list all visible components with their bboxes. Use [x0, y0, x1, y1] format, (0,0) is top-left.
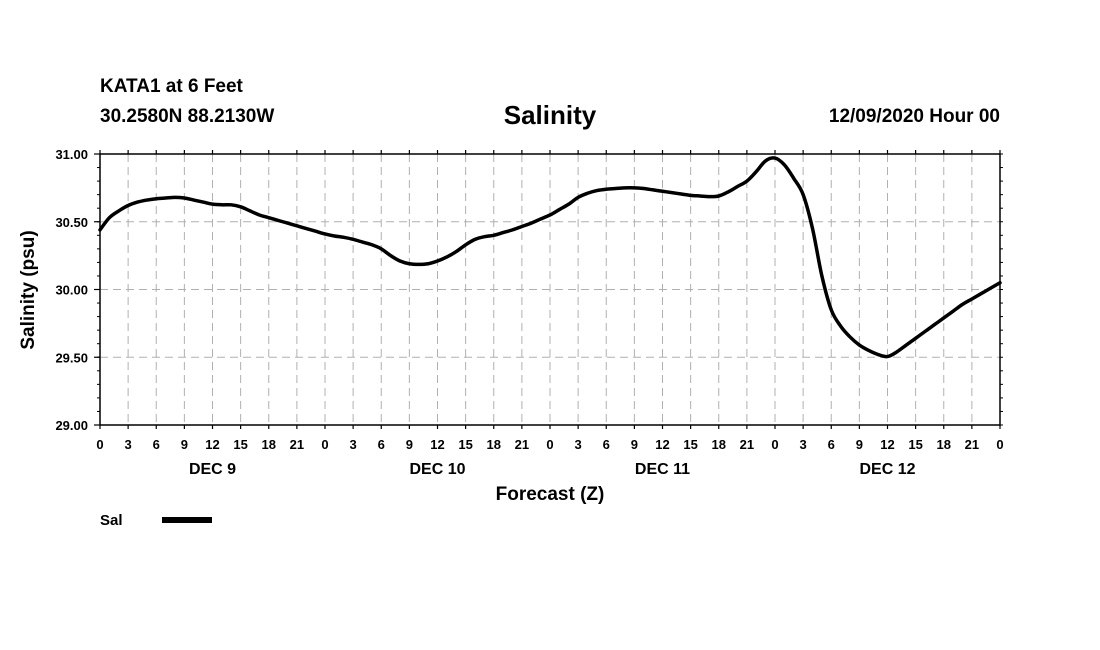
x-tick-label: 9: [181, 437, 188, 452]
x-tick-label: 18: [937, 437, 951, 452]
x-day-label: DEC 9: [189, 461, 236, 478]
x-tick-label: 12: [205, 437, 219, 452]
legend-label-sal: Sal: [100, 512, 123, 529]
x-tick-label: 12: [880, 437, 894, 452]
station-coordinates: 30.2580N 88.2130W: [100, 106, 275, 127]
forecast-datetime: 12/09/2020 Hour 00: [828, 106, 1000, 127]
x-tick-label: 0: [996, 437, 1003, 452]
series-line-sal: [98, 156, 1002, 359]
y-tick-label: 30.00: [55, 283, 88, 298]
x-tick-label: 0: [96, 437, 103, 452]
x-tick-label: 3: [800, 437, 807, 452]
x-axis-title: Forecast (Z): [496, 484, 605, 505]
x-tick-label: 6: [828, 437, 835, 452]
x-day-label: DEC 11: [635, 461, 690, 478]
x-tick-label: 18: [487, 437, 501, 452]
legend: Sal: [100, 512, 212, 529]
station-label: KATA1 at 6 Feet: [100, 76, 243, 97]
y-tick-label: 31.00: [55, 147, 88, 162]
y-tick-label: 30.50: [55, 215, 88, 230]
x-tick-label: 0: [771, 437, 778, 452]
x-tick-label: 21: [965, 437, 979, 452]
x-tick-label: 6: [378, 437, 385, 452]
grid-lines: [100, 154, 1000, 425]
x-tick-label: 21: [740, 437, 754, 452]
x-tick-label: 12: [655, 437, 669, 452]
x-tick-label: 21: [290, 437, 304, 452]
x-tick-label: 9: [856, 437, 863, 452]
x-tick-label: 15: [458, 437, 472, 452]
x-tick-label: 15: [683, 437, 697, 452]
x-tick-label: 9: [406, 437, 413, 452]
x-tick-label: 18: [712, 437, 726, 452]
x-day-label: DEC 10: [409, 461, 465, 478]
x-tick-label: 21: [515, 437, 529, 452]
y-axis-title: Salinity (psu): [18, 230, 39, 349]
x-day-label: DEC 12: [859, 461, 915, 478]
plot-frame: [99, 153, 1001, 426]
chart-title: Salinity: [503, 100, 597, 130]
y-tick-label: 29.00: [55, 418, 88, 433]
x-tick-label: 9: [631, 437, 638, 452]
x-tick-label: 15: [908, 437, 922, 452]
x-tick-label: 18: [262, 437, 276, 452]
x-tick-label: 6: [153, 437, 160, 452]
tick-labels: 29.00 29.50 30.00 30.50 31.00 0 3 6 9 12 15 18 21 0 3 6…: [55, 147, 1003, 478]
x-tick-label: 6: [603, 437, 610, 452]
x-tick-label: 3: [575, 437, 582, 452]
x-tick-label: 3: [350, 437, 357, 452]
x-tick-label: 12: [430, 437, 444, 452]
x-tick-label: 0: [546, 437, 553, 452]
y-tick-label: 29.50: [55, 350, 88, 365]
x-tick-label: 0: [321, 437, 328, 452]
x-tick-label: 3: [125, 437, 132, 452]
x-tick-label: 15: [233, 437, 247, 452]
